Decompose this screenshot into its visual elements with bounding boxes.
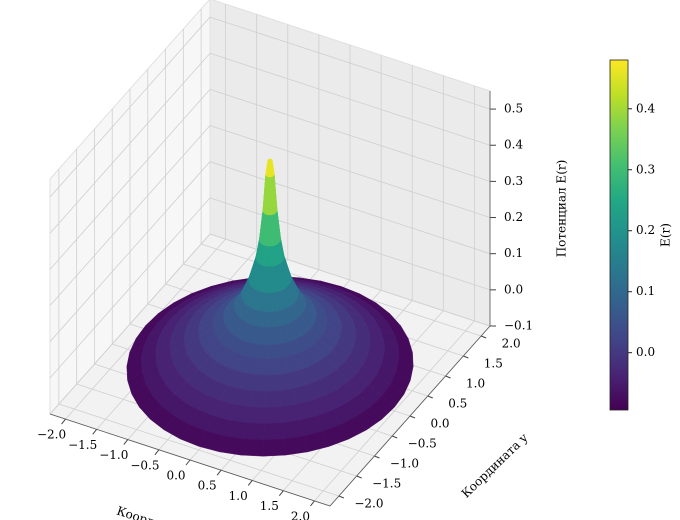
- y-tick-label: 0.5: [448, 397, 467, 411]
- axis-line: [329, 325, 491, 507]
- x-tick-label: 1.5: [260, 499, 279, 513]
- surface-patch: [267, 344, 277, 360]
- grid-line: [209, 161, 491, 255]
- z-tick-label: −0.1: [504, 319, 533, 333]
- surface-patch: [269, 246, 272, 268]
- z-tick-label: 0.1: [504, 246, 523, 260]
- grid-line: [209, 125, 491, 218]
- y-tick: [338, 495, 345, 499]
- surface-patch: [264, 406, 283, 425]
- x-tick-label: 1.0: [229, 489, 248, 503]
- surface-patch: [243, 422, 265, 441]
- z-tick-label: 0.3: [504, 174, 523, 188]
- y-tick-label: 0.0: [430, 417, 449, 431]
- y-tick-label: −1.0: [390, 457, 419, 471]
- y-tick: [356, 475, 362, 479]
- x-tick-label: 0.0: [166, 469, 185, 483]
- y-tick-label: −0.5: [408, 437, 437, 451]
- axis-line: [49, 413, 331, 507]
- y-tick-label: 1.5: [484, 357, 503, 371]
- surface-patch: [263, 422, 285, 441]
- surface-patch: [249, 390, 267, 408]
- grid-line: [49, 161, 211, 342]
- y-tick: [392, 435, 398, 439]
- x-tick-label: −1.0: [99, 448, 128, 462]
- grid-line: [49, 89, 211, 270]
- colorbar-tick-label: 0.2: [636, 223, 655, 237]
- y-tick-label: 2.0: [502, 337, 521, 351]
- x-tick: [247, 480, 253, 486]
- surface-patch: [267, 326, 276, 346]
- y-axis-label: Координата y: [459, 430, 531, 500]
- y-tick-label: 1.0: [466, 377, 485, 391]
- x-tick: [61, 418, 66, 425]
- x-tick: [123, 439, 129, 445]
- surface-patch: [269, 215, 272, 247]
- y-tick: [374, 455, 380, 459]
- grid-line: [209, 89, 491, 182]
- grid-line: [209, 52, 491, 146]
- z-tick-label: 0.4: [504, 138, 523, 152]
- x-tick: [185, 459, 191, 466]
- surface-patch: [266, 358, 279, 376]
- grid-line: [49, 16, 211, 198]
- x-tick-label: −0.5: [130, 458, 159, 472]
- x-tick: [216, 469, 222, 476]
- y-tick: [463, 355, 469, 359]
- surface-patch: [268, 292, 274, 313]
- grid-line: [49, 233, 211, 415]
- surface: [126, 158, 414, 457]
- surface-patch: [246, 406, 266, 425]
- colorbar-tick-label: 0.4: [636, 101, 655, 115]
- grid-line: [49, 52, 211, 234]
- grid-line: [209, 233, 491, 327]
- surface-patch: [283, 435, 308, 456]
- z-axis-label: Потенциал E(r): [555, 160, 569, 258]
- x-axis-label: Координата x: [115, 504, 202, 520]
- z-tick-label: 0.2: [504, 210, 523, 224]
- y-tick: [409, 415, 416, 419]
- x-tick: [154, 449, 160, 456]
- surface-patch: [269, 177, 272, 216]
- colorbar: [609, 59, 629, 411]
- surface-patch: [282, 420, 305, 440]
- y-tick: [480, 335, 487, 339]
- surface-patch: [240, 438, 265, 457]
- z-tick-label: 0.0: [504, 282, 523, 296]
- x-tick-label: −1.5: [68, 438, 97, 452]
- z-tick-label: 0.5: [504, 102, 523, 116]
- colorbar-tick-label: 0.3: [636, 162, 655, 176]
- x-tick-label: −2.0: [37, 428, 66, 442]
- surface-patch: [262, 438, 286, 457]
- grid-line: [209, 16, 491, 110]
- colorbar-label: E(r): [659, 223, 673, 247]
- x-tick: [278, 490, 284, 496]
- y-tick: [427, 395, 433, 399]
- surface-patch: [268, 266, 273, 294]
- surface-patch: [268, 311, 275, 328]
- grid-line: [58, 403, 340, 497]
- grid-line: [209, 197, 491, 291]
- colorbar-tick-label: 0.0: [636, 345, 655, 359]
- y-tick-label: −1.5: [372, 477, 401, 491]
- y-tick: [445, 375, 451, 379]
- x-tick-label: 0.5: [198, 479, 217, 493]
- x-tick: [310, 500, 315, 507]
- surface-patch: [269, 161, 271, 178]
- colorbar-tick-label: 0.1: [636, 284, 655, 298]
- surface-patch: [264, 390, 282, 408]
- y-tick-label: −2.0: [354, 497, 383, 511]
- x-tick: [92, 429, 98, 435]
- x-tick-label: 2.0: [291, 509, 310, 520]
- grid-line: [49, 125, 211, 306]
- grid-line: [49, 197, 211, 379]
- surface-patch: [265, 374, 280, 392]
